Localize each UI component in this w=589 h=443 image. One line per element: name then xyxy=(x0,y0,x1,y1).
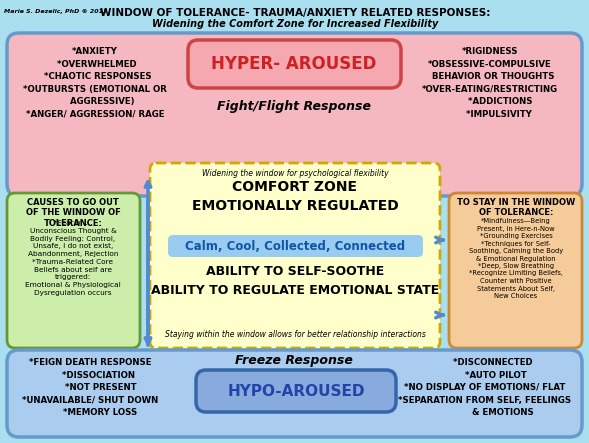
Text: ABILITY TO SELF-SOOTHE
ABILITY TO REGULATE EMOTIONAL STATE: ABILITY TO SELF-SOOTHE ABILITY TO REGULA… xyxy=(151,265,439,297)
FancyBboxPatch shape xyxy=(7,193,140,348)
FancyBboxPatch shape xyxy=(188,40,401,88)
Text: Widening the Comfort Zone for Increased Flexibility: Widening the Comfort Zone for Increased … xyxy=(152,19,438,29)
Text: CAUSES TO GO OUT
OF THE WINDOW OF
TOLERANCE:: CAUSES TO GO OUT OF THE WINDOW OF TOLERA… xyxy=(26,198,120,228)
Text: HYPO-AROUSED: HYPO-AROUSED xyxy=(227,384,365,399)
Text: *RIGIDNESS
*OBSESSIVE-COMPULSIVE
  BEHAVIOR OR THOUGHTS
*OVER-EATING/RESTRICTING: *RIGIDNESS *OBSESSIVE-COMPULSIVE BEHAVIO… xyxy=(422,47,558,118)
FancyBboxPatch shape xyxy=(168,235,423,257)
Text: *FEIGN DEATH RESPONSE
      *DISSOCIATION
       *NOT PRESENT
*UNAVAILABLE/ SHUT: *FEIGN DEATH RESPONSE *DISSOCIATION *NOT… xyxy=(22,358,158,417)
FancyBboxPatch shape xyxy=(7,350,582,437)
Text: WINDOW OF TOLERANCE- TRAUMA/ANXIETY RELATED RESPONSES:: WINDOW OF TOLERANCE- TRAUMA/ANXIETY RELA… xyxy=(100,8,490,18)
Text: Freeze Response: Freeze Response xyxy=(235,354,353,367)
Text: Fight/Flight Response: Fight/Flight Response xyxy=(217,100,371,113)
Text: TO STAY IN THE WINDOW
OF TOLERANCE:: TO STAY IN THE WINDOW OF TOLERANCE: xyxy=(457,198,575,218)
Text: *Mindfulness—Being
Present, in Here-n-Now
*Grounding Exercises
*Techniques for S: *Mindfulness—Being Present, in Here-n-No… xyxy=(469,218,563,299)
Text: COMFORT ZONE
EMOTIONALLY REGULATED: COMFORT ZONE EMOTIONALLY REGULATED xyxy=(191,180,398,214)
Text: *Fear of ...
Unconscious Thought &
Bodily Feeling: Control,
Unsafe, I do not exi: *Fear of ... Unconscious Thought & Bodil… xyxy=(25,220,121,296)
Text: HYPER- AROUSED: HYPER- AROUSED xyxy=(211,55,377,73)
Text: *DISCONNECTED
       *AUTO PILOT
*NO DISPLAY OF EMOTIONS/ FLAT
*SEPARATION FROM : *DISCONNECTED *AUTO PILOT *NO DISPLAY OF… xyxy=(398,358,571,417)
FancyBboxPatch shape xyxy=(449,193,582,348)
FancyBboxPatch shape xyxy=(196,370,396,412)
Text: Marie S. Dezelic, PhD © 2013: Marie S. Dezelic, PhD © 2013 xyxy=(4,9,107,14)
Text: *ANXIETY
 *OVERWHELMED
  *CHAOTIC RESPONSES
*OUTBURSTS (EMOTIONAL OR
     AGGRES: *ANXIETY *OVERWHELMED *CHAOTIC RESPONSES… xyxy=(23,47,167,118)
FancyBboxPatch shape xyxy=(7,33,582,196)
Text: Calm, Cool, Collected, Connected: Calm, Cool, Collected, Connected xyxy=(185,240,405,253)
Text: Staying within the window allows for better relationship interactions: Staying within the window allows for bet… xyxy=(164,330,425,339)
FancyBboxPatch shape xyxy=(150,163,440,348)
Text: Widening the window for psychological flexibility: Widening the window for psychological fl… xyxy=(201,169,388,178)
